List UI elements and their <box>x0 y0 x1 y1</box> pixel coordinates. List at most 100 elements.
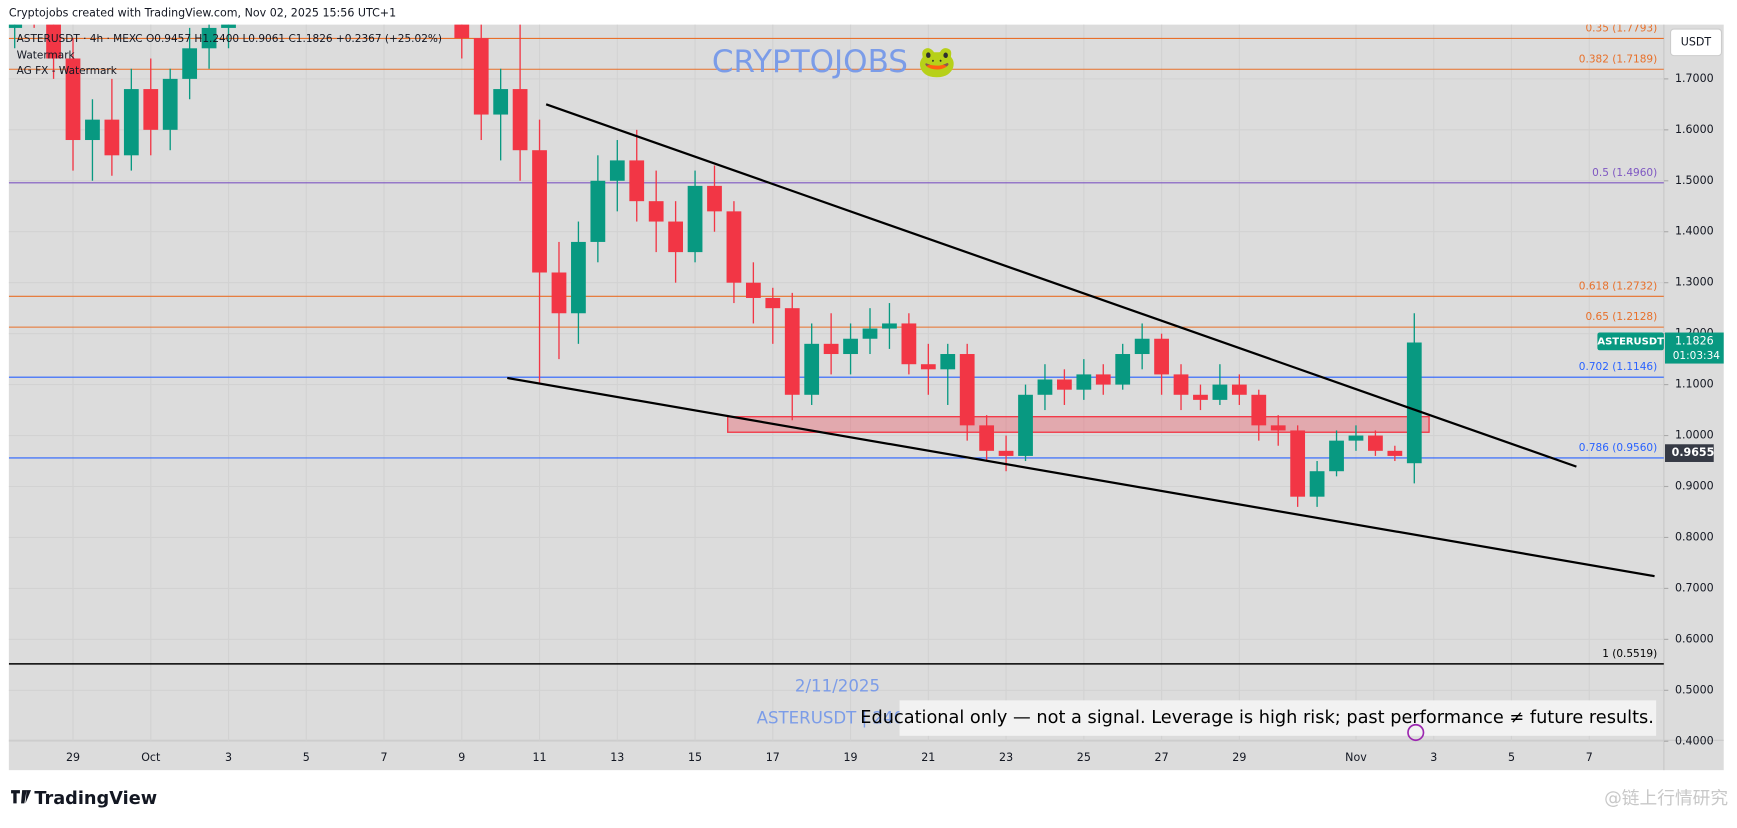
x-tick-label: 3 <box>1430 751 1437 764</box>
candle-body <box>1251 394 1267 426</box>
candle-body <box>687 185 703 253</box>
support-zone <box>727 416 1430 433</box>
candle-body <box>8 24 23 28</box>
x-tick-label: 25 <box>1077 751 1091 764</box>
candle-body <box>648 201 664 222</box>
candle-body <box>1018 394 1033 456</box>
credit: Cryptojobs created with TradingView.com,… <box>9 7 396 20</box>
watermark: CRYPTOJOBS 🐸 <box>712 44 957 80</box>
y-tick-label: 0.9000 <box>1675 479 1714 492</box>
candle-body <box>1193 394 1208 400</box>
disclaimer: Educational only — not a signal. Leverag… <box>860 708 1654 728</box>
last-price-axis-box <box>1664 332 1724 364</box>
fib-label: 0.702 (1.1146) <box>1579 361 1657 373</box>
fib-label: 0.5 (1.4960) <box>1592 167 1657 179</box>
candle-body <box>1309 471 1325 497</box>
candle-body <box>1212 384 1228 400</box>
candle-body <box>979 425 995 451</box>
x-tick-label: 11 <box>533 751 547 764</box>
candle-body <box>745 282 761 298</box>
plot: 0.35 (1.7793) 0.382 (1.7189) 0.5 (1.4960) 0… <box>8 23 1664 665</box>
x-tick-label: 13 <box>610 751 624 764</box>
fib-label: 0.382 (1.7189) <box>1579 53 1657 65</box>
credit-watermark: @链上行情研究 <box>1604 788 1728 809</box>
currency-button[interactable] <box>1669 28 1723 57</box>
candle-body <box>882 323 897 329</box>
last-price-box <box>1597 332 1664 351</box>
x-tick-label: Nov <box>1345 751 1367 764</box>
candle-body <box>862 328 878 339</box>
candle-body <box>1173 374 1189 395</box>
tradingview-logo-mark <box>11 790 32 804</box>
candle-body <box>493 89 509 115</box>
candle-body <box>571 241 586 314</box>
trendline <box>545 103 1577 468</box>
x-tick-label: Oct <box>141 751 161 764</box>
candle-body <box>143 89 159 130</box>
fib-label: 0.35 (1.7793) <box>1585 23 1657 35</box>
y-tick-label: 1.4000 <box>1675 225 1714 238</box>
x-tick-label: 29 <box>66 751 80 764</box>
candle-body <box>162 78 178 130</box>
y-tick-label: 1.7000 <box>1675 72 1714 85</box>
candle-body <box>784 308 800 395</box>
watermark-symbol: ASTERUSDT | 240 <box>757 709 905 728</box>
candle-body <box>843 338 858 355</box>
y-tick-label: 0.5000 <box>1675 683 1714 696</box>
last-price-symbol: ASTERUSDT <box>1597 336 1664 347</box>
y-tick-label: 0.6000 <box>1675 632 1714 645</box>
candle-body <box>1348 435 1364 441</box>
candle-body <box>1095 374 1111 385</box>
x-tick-label: 23 <box>999 751 1013 764</box>
candle-body <box>532 150 547 273</box>
disclaimer-box <box>899 700 1657 736</box>
x-tick-label: 7 <box>1586 751 1593 764</box>
candle-body <box>1387 450 1403 456</box>
x-tick-label: 5 <box>1508 751 1515 764</box>
candle-body <box>726 211 742 283</box>
fib-label: 0.618 (1.2732) <box>1579 280 1657 292</box>
candle-body <box>998 450 1014 456</box>
marker-price: 0.9655 <box>1672 446 1715 459</box>
candle-body <box>920 364 936 370</box>
event-icon[interactable] <box>1407 723 1425 742</box>
fib-label: 0.786 (0.9560) <box>1579 442 1657 454</box>
x-tick-label: 15 <box>688 751 702 764</box>
trendline <box>507 376 1655 578</box>
candle-body <box>473 38 489 115</box>
candle-body <box>46 24 61 59</box>
x-tick-label: 19 <box>844 751 858 764</box>
fib-label: 0.65 (1.2128) <box>1585 311 1657 323</box>
candle-body <box>551 272 567 314</box>
marker-price-box <box>1664 444 1714 462</box>
candle-body <box>221 24 236 28</box>
candle-body <box>804 343 820 395</box>
candle-body <box>1231 384 1247 395</box>
candle-body <box>1270 425 1286 431</box>
candle-body <box>1134 338 1150 355</box>
y-tick-label: 1.1000 <box>1675 378 1714 391</box>
y-tick-label: 0.4000 <box>1675 734 1714 747</box>
candle-body <box>85 119 100 141</box>
candle-body <box>823 343 839 355</box>
candle-body <box>1037 379 1053 395</box>
y-tick-label: 1.6000 <box>1675 123 1714 136</box>
candle-body <box>201 27 217 49</box>
candle-body <box>1115 354 1131 385</box>
currency-button-label[interactable]: USDT <box>1681 35 1712 48</box>
y-tick-label: 1.5000 <box>1675 174 1714 187</box>
candle-body <box>1368 435 1383 451</box>
fib-label: 1 (0.5519) <box>1602 648 1657 660</box>
candle-body <box>1406 342 1422 464</box>
candle-body <box>609 160 625 181</box>
candle-body <box>65 58 81 141</box>
chart-frame <box>8 24 1724 771</box>
legend-symbol: ASTERUSDT · 4h · MEXC O0.9457 H1.2400 L0… <box>17 33 442 45</box>
y-tick-label: 1.3000 <box>1675 276 1714 289</box>
x-tick-label: 17 <box>766 751 780 764</box>
candle-body <box>1154 338 1169 375</box>
y-tick-label: 1.0000 <box>1675 429 1714 442</box>
legend-line: AG FX - Watermark <box>17 65 118 77</box>
candle-body <box>512 89 528 151</box>
x-tick-label: 21 <box>921 751 935 764</box>
